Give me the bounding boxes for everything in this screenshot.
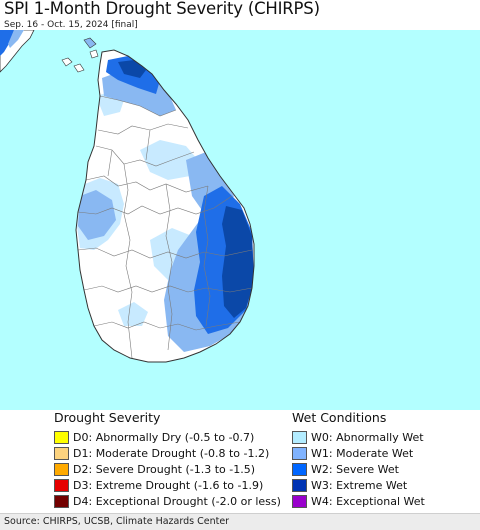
legend-code: D0:	[73, 430, 93, 444]
wet-w0-area	[140, 140, 198, 180]
legend-code: D1:	[73, 446, 93, 460]
island	[61, 57, 73, 67]
legend-item-d4: D4: Exceptional Drought (-2.0 or less)	[54, 494, 281, 510]
legend-item-d2: D2: Severe Drought (-1.3 to -1.5)	[54, 461, 281, 477]
sri-lanka-coastline	[75, 49, 255, 363]
legend-swatch	[54, 430, 69, 444]
island	[89, 49, 99, 59]
map-subtitle: Sep. 16 - Oct. 15, 2024 [final]	[4, 20, 138, 30]
india-wet-patch	[0, 30, 14, 56]
wet-conditions-layer	[76, 56, 254, 352]
wet-w1-area	[78, 190, 116, 240]
legend-label: Moderate Wet	[336, 446, 414, 460]
legend-swatch	[292, 495, 307, 509]
legend-swatch	[292, 430, 307, 444]
legend-label: Moderate Drought (-0.8 to -1.2)	[95, 446, 270, 460]
island	[83, 37, 97, 49]
legend-label: Abnormally Dry (-0.5 to -0.7)	[95, 430, 255, 444]
legend-code: D2:	[73, 462, 93, 476]
legend-code: W4:	[311, 495, 333, 509]
legend-label: Exceptional Wet	[336, 495, 425, 509]
india-wet-patch-light	[8, 30, 24, 48]
legend-swatch	[292, 462, 307, 476]
legend-swatch	[54, 446, 69, 460]
legend-swatch	[54, 462, 69, 476]
legend-label: Exceptional Drought (-2.0 or less)	[95, 495, 281, 509]
wet-w0-area	[118, 302, 148, 326]
legend-swatch	[292, 446, 307, 460]
map-canvas	[0, 30, 480, 410]
map-panel	[0, 30, 480, 410]
legend-item-w3: W3: Extreme Wet	[292, 478, 425, 494]
source-footer: Source: CHIRPS, UCSB, Climate Hazards Ce…	[0, 513, 480, 530]
legend-label: Extreme Drought (-1.6 to -1.9)	[95, 479, 264, 493]
wet-legend-heading: Wet Conditions	[292, 410, 387, 425]
legend-code: W3:	[311, 479, 333, 493]
legend-label: Abnormally Wet	[336, 430, 424, 444]
district-boundaries	[77, 95, 253, 359]
legend-swatch	[292, 479, 307, 493]
wet-legend: Wet Conditions W0: Abnormally Wet W1: Mo…	[292, 410, 425, 510]
legend-code: D4:	[73, 495, 93, 509]
legend-item-w1: W1: Moderate Wet	[292, 445, 425, 461]
wet-w3-area	[222, 206, 254, 318]
legend-swatch	[54, 479, 69, 493]
legend-label: Severe Drought (-1.3 to -1.5)	[95, 462, 256, 476]
legend-swatch	[54, 495, 69, 509]
legend-item-w4: W4: Exceptional Wet	[292, 494, 425, 510]
legend-item-w0: W0: Abnormally Wet	[292, 429, 425, 445]
legend-label: Severe Wet	[336, 462, 399, 476]
drought-legend: Drought Severity D0: Abnormally Dry (-0.…	[54, 410, 281, 510]
legend-item-d3: D3: Extreme Drought (-1.6 to -1.9)	[54, 478, 281, 494]
legend: Drought Severity D0: Abnormally Dry (-0.…	[0, 410, 480, 514]
legend-code: W2:	[311, 462, 333, 476]
legend-item-w2: W2: Severe Wet	[292, 461, 425, 477]
legend-code: W0:	[311, 430, 333, 444]
legend-code: W1:	[311, 446, 333, 460]
wet-w3-area	[118, 60, 146, 78]
legend-item-d0: D0: Abnormally Dry (-0.5 to -0.7)	[54, 429, 281, 445]
legend-item-d1: D1: Moderate Drought (-0.8 to -1.2)	[54, 445, 281, 461]
island	[73, 63, 85, 73]
legend-label: Extreme Wet	[336, 479, 408, 493]
map-title: SPI 1-Month Drought Severity (CHIRPS)	[4, 0, 320, 18]
drought-legend-heading: Drought Severity	[54, 410, 161, 425]
source-text: Source: CHIRPS, UCSB, Climate Hazards Ce…	[4, 516, 230, 527]
legend-code: D3:	[73, 479, 93, 493]
